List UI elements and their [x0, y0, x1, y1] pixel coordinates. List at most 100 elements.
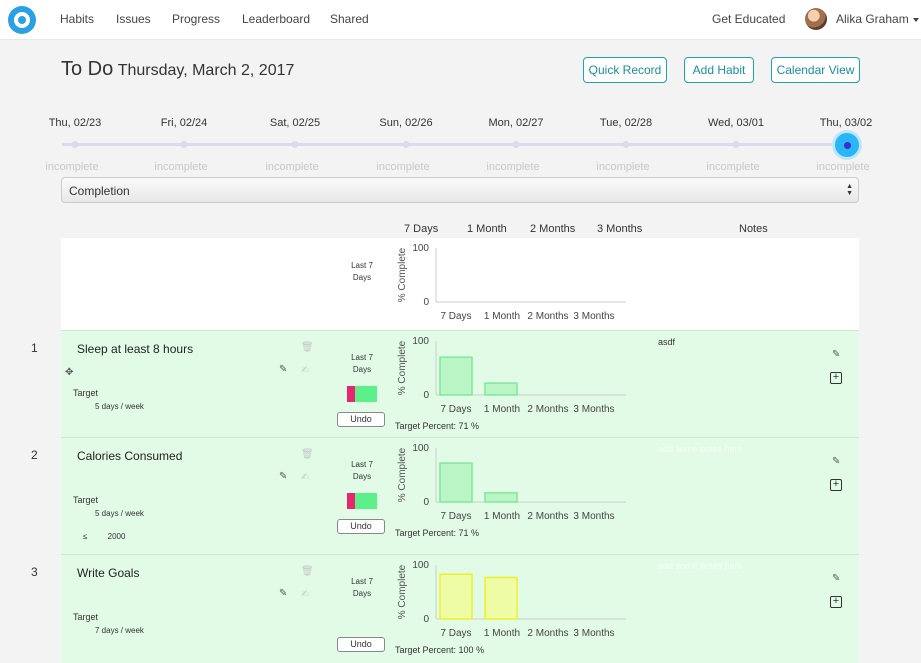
add-habit-button[interactable]: Add Habit [684, 57, 754, 83]
x-tick-label: 7 Days [440, 404, 471, 415]
edit-icon[interactable]: ✍ [301, 472, 310, 483]
target-frequency: 5 days / week [95, 402, 144, 411]
timeline-dot[interactable] [402, 141, 410, 148]
habit-progress-chart: % Complete 100 0 7 Days 1 Month 2 Months 3 Mon… [397, 336, 626, 415]
timeline-date[interactable]: Thu, 03/02 [819, 117, 873, 129]
timeline-date[interactable]: Tue, 02/28 [599, 117, 653, 129]
y-tick-label: 0 [423, 497, 429, 508]
timeline-dot[interactable] [71, 141, 79, 148]
x-tick-label: 7 Days [440, 511, 471, 522]
pencil-icon[interactable]: ✎ [279, 364, 288, 375]
col-1-month[interactable]: 1 Month [467, 223, 507, 235]
habit-name[interactable]: Calories Consumed [77, 449, 183, 463]
bar [484, 576, 518, 620]
habit-notes[interactable]: add some notes here [658, 444, 743, 454]
timeline-dot[interactable] [622, 141, 630, 148]
bar [439, 462, 473, 503]
nav-shared[interactable]: Shared [330, 12, 369, 26]
bar [484, 382, 518, 396]
pencil-icon[interactable]: ✎ [279, 588, 288, 599]
missed-segment [347, 493, 355, 509]
view-mode-value: Completion [69, 184, 130, 198]
page-date: Thursday, March 2, 2017 [117, 62, 295, 79]
nav-habits[interactable]: Habits [60, 12, 95, 26]
x-tick-label: 3 Months [573, 511, 614, 522]
nav-issues[interactable]: Issues [116, 12, 151, 26]
target-limit: ≤ 2000 [83, 532, 126, 541]
undo-button[interactable]: Undo [337, 412, 385, 427]
timeline-track [62, 143, 852, 146]
page-title-text: To Do [61, 58, 114, 80]
last-7-days-label: Last 7 Days [351, 353, 373, 374]
timeline-date[interactable]: Fri, 02/24 [160, 117, 208, 129]
timeline-status: incomplete [816, 161, 870, 173]
nav-progress[interactable]: Progress [172, 12, 221, 26]
x-tick-label: 2 Months [527, 404, 568, 415]
target-percent-label: Target Percent: [395, 528, 457, 538]
habit-row: 1 Sleep at least 8 hours 🗑 ✎ ✍ ✥ Target 5 days … [31, 330, 859, 437]
timeline-date[interactable]: Wed, 03/01 [707, 117, 765, 129]
trash-icon[interactable]: 🗑 [301, 449, 314, 460]
target-percent: Target Percent: 71 % [395, 421, 479, 431]
habit-name[interactable]: Sleep at least 8 hours [77, 342, 194, 356]
nav-get-educated[interactable]: Get Educated [712, 12, 786, 26]
quick-record-button[interactable]: Quick Record [583, 57, 667, 83]
x-tick-label: 2 Months [527, 511, 568, 522]
timeline-date[interactable]: Thu, 02/23 [48, 117, 102, 129]
add-note-button[interactable]: + [830, 596, 842, 608]
timeline-date[interactable]: Mon, 02/27 [488, 117, 544, 129]
nav-leaderboard[interactable]: Leaderboard [242, 12, 311, 26]
y-tick-label: 0 [423, 390, 429, 401]
undo-button[interactable]: Undo [337, 519, 385, 534]
edit-notes-icon[interactable]: ✎ [832, 349, 841, 360]
bar [439, 356, 473, 396]
timeline-dot[interactable] [180, 141, 188, 148]
user-name: Alika Graham [836, 12, 909, 26]
x-tick-label: 1 Month [484, 628, 520, 639]
bar [439, 573, 473, 620]
missed-segment [347, 386, 355, 402]
add-note-button[interactable]: + [830, 372, 842, 384]
app-logo-icon[interactable] [8, 6, 36, 34]
timeline-dot[interactable] [732, 141, 740, 148]
view-mode-select[interactable]: Completion ▲ ▼ [61, 177, 859, 203]
add-note-button[interactable]: + [830, 479, 842, 491]
target-label: Target [73, 495, 99, 505]
calendar-view-button[interactable]: Calendar View [771, 57, 860, 83]
pencil-icon[interactable]: ✎ [279, 471, 288, 482]
edit-notes-icon[interactable]: ✎ [832, 456, 841, 467]
habit-name[interactable]: Write Goals [77, 566, 140, 580]
last-7-days-bar [347, 493, 377, 509]
drag-handle-icon[interactable]: ✥ [65, 367, 74, 378]
user-menu[interactable]: Alika Graham [836, 12, 919, 26]
user-avatar[interactable] [805, 8, 827, 30]
y-tick-label: 100 [412, 243, 429, 254]
edit-icon[interactable]: ✍ [301, 589, 310, 600]
x-tick-label: 2 Months [527, 311, 568, 322]
x-tick-label: 3 Months [573, 311, 614, 322]
undo-button[interactable]: Undo [337, 637, 385, 652]
habit-notes[interactable]: asdf [658, 337, 676, 347]
y-tick-label: 0 [423, 614, 429, 625]
timeline-status: incomplete [596, 161, 650, 173]
target-percent-value: 71 % [458, 528, 480, 538]
timeline-dot[interactable] [512, 141, 520, 148]
col-notes: Notes [739, 223, 768, 235]
col-2-months[interactable]: 2 Months [530, 223, 576, 235]
y-tick-label: 100 [412, 443, 429, 454]
timeline-date[interactable]: Sun, 02/26 [379, 117, 433, 129]
trash-icon[interactable]: 🗑 [301, 566, 314, 577]
x-tick-label: 1 Month [484, 511, 520, 522]
x-tick-label: 7 Days [440, 628, 471, 639]
current-day-marker[interactable] [832, 130, 862, 160]
col-3-months[interactable]: 3 Months [597, 223, 643, 235]
habit-notes[interactable]: add some notes here [658, 561, 743, 571]
timeline-date[interactable]: Sat, 02/25 [269, 117, 321, 129]
edit-icon[interactable]: ✍ [301, 365, 310, 376]
timeline-dot[interactable] [291, 141, 299, 148]
col-7-days[interactable]: 7 Days [404, 223, 439, 235]
page-title: To Do Thursday, March 2, 2017 [61, 58, 294, 81]
edit-notes-icon[interactable]: ✎ [832, 573, 841, 584]
target-percent-label: Target Percent: [395, 421, 457, 431]
trash-icon[interactable]: 🗑 [301, 342, 314, 353]
